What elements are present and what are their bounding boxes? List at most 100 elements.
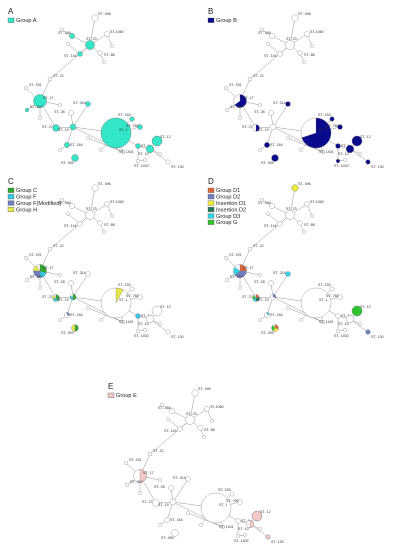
node-st-1060 <box>104 201 110 207</box>
node-unlabeled <box>86 306 90 310</box>
legend-label: Group E <box>116 393 137 399</box>
node-label: ST- 22 <box>253 74 264 78</box>
node-st-249-slice <box>69 33 75 39</box>
node-label: ST- 459 <box>261 161 274 165</box>
node-st-1401 <box>320 149 325 154</box>
legend-label: Group F <box>16 195 37 201</box>
node-st-27-slice <box>252 295 257 300</box>
node-st-760 <box>137 294 143 300</box>
node-label: ST- 760 <box>126 294 139 298</box>
node-st-1402-slice <box>336 159 340 163</box>
node-label: ST- 23 <box>86 37 97 41</box>
node-st-19-slice <box>69 123 77 131</box>
legend-swatch <box>7 194 15 200</box>
node-label: ST- 291 <box>129 458 142 462</box>
node-unlabeled <box>38 286 42 290</box>
node-label: ST- 153 <box>318 283 331 287</box>
legend-swatch <box>207 207 215 212</box>
tree-edge <box>72 103 89 128</box>
node-st-130 <box>165 329 171 335</box>
node-unlabeled <box>260 28 265 33</box>
node-label: ST- 459 <box>161 536 174 540</box>
tree-edge <box>172 478 189 503</box>
node-st-17-slice <box>234 94 247 108</box>
node-st-1402 <box>135 328 140 333</box>
node-st-10-slice <box>249 520 254 528</box>
node-st-1060 <box>304 201 310 207</box>
node-label: ST- 6 <box>141 314 150 318</box>
node-unlabeled <box>358 322 362 326</box>
node-st-1401 <box>320 319 325 324</box>
node-st-12 <box>151 305 163 317</box>
node-label: ST- 153 <box>218 488 231 492</box>
node-label: ST- 19 <box>258 298 269 302</box>
node-label: ST- 12 <box>160 305 171 309</box>
node-label: ST- 760 <box>126 124 139 128</box>
node-unlabeled <box>299 318 303 322</box>
node-st-28 <box>268 280 274 286</box>
node-unlabeled <box>243 533 247 537</box>
node-label: ST- 12 <box>160 135 171 139</box>
node-unlabeled <box>58 273 62 277</box>
node-unlabeled <box>302 60 306 64</box>
legend-label: Group H <box>16 207 37 213</box>
node-st-153 <box>329 286 335 292</box>
node-label: ST- 153 <box>118 113 131 117</box>
node-st-291 <box>224 85 229 90</box>
node-label: ST- 23 <box>286 207 297 211</box>
node-st-6 <box>235 518 241 524</box>
node-st-130 <box>165 159 171 165</box>
node-st-249 <box>169 408 175 414</box>
node-label: ST- 164 <box>170 518 183 522</box>
node-label: ST- 164 <box>70 313 83 317</box>
node-label: ST- 1401 <box>319 320 334 324</box>
node-st-88 <box>297 220 303 226</box>
node-st-1-slice <box>100 117 132 149</box>
node-unlabeled <box>186 511 190 515</box>
node-label: ST- 88 <box>104 223 115 227</box>
node-st-6-slice <box>135 313 141 319</box>
node-label: ST- 19 <box>58 128 69 132</box>
tree-edge <box>249 214 291 250</box>
node-label: ST- 27 <box>242 125 253 129</box>
node-st-314 <box>185 476 191 482</box>
node-label: ST- 307 <box>30 105 43 109</box>
legend-swatch <box>7 187 15 193</box>
node-st-22 <box>147 451 153 457</box>
node-st-28 <box>168 485 174 491</box>
node-label: ST- 27 <box>42 125 53 129</box>
node-label: ST- 496 <box>298 182 311 186</box>
panel-letter: C <box>8 177 14 186</box>
node-st-17-slice <box>33 265 41 272</box>
node-st-153-slice <box>329 116 335 122</box>
node-label: ST- 1401 <box>119 320 134 324</box>
tree-edge <box>272 103 289 128</box>
node-st-10-slice <box>146 145 154 153</box>
legend-label: Insertion D1 <box>216 201 246 207</box>
node-st-459-slice <box>71 324 76 332</box>
node-st-249 <box>269 33 275 39</box>
node-st-760-slice <box>337 124 343 130</box>
node-label: ST- 314 <box>273 271 286 275</box>
node-label: ST- 249 <box>58 31 71 35</box>
node-label: ST- 496 <box>298 12 311 16</box>
node-label: ST- 1 <box>319 128 328 132</box>
node-st-291 <box>24 85 29 90</box>
node-st-130-slice <box>265 534 271 540</box>
node-st-28 <box>68 280 74 286</box>
node-st-88 <box>97 220 103 226</box>
legend-swatch <box>207 219 215 225</box>
node-label: ST- 88 <box>104 53 115 57</box>
node-unlabeled <box>266 212 270 216</box>
node-unlabeled <box>199 523 203 527</box>
node-st-496 <box>91 184 99 192</box>
node-unlabeled <box>343 158 347 162</box>
node-st-17-slice <box>139 469 147 483</box>
node-label: ST- 23 <box>86 207 97 211</box>
node-label: ST- 6 <box>241 519 250 523</box>
